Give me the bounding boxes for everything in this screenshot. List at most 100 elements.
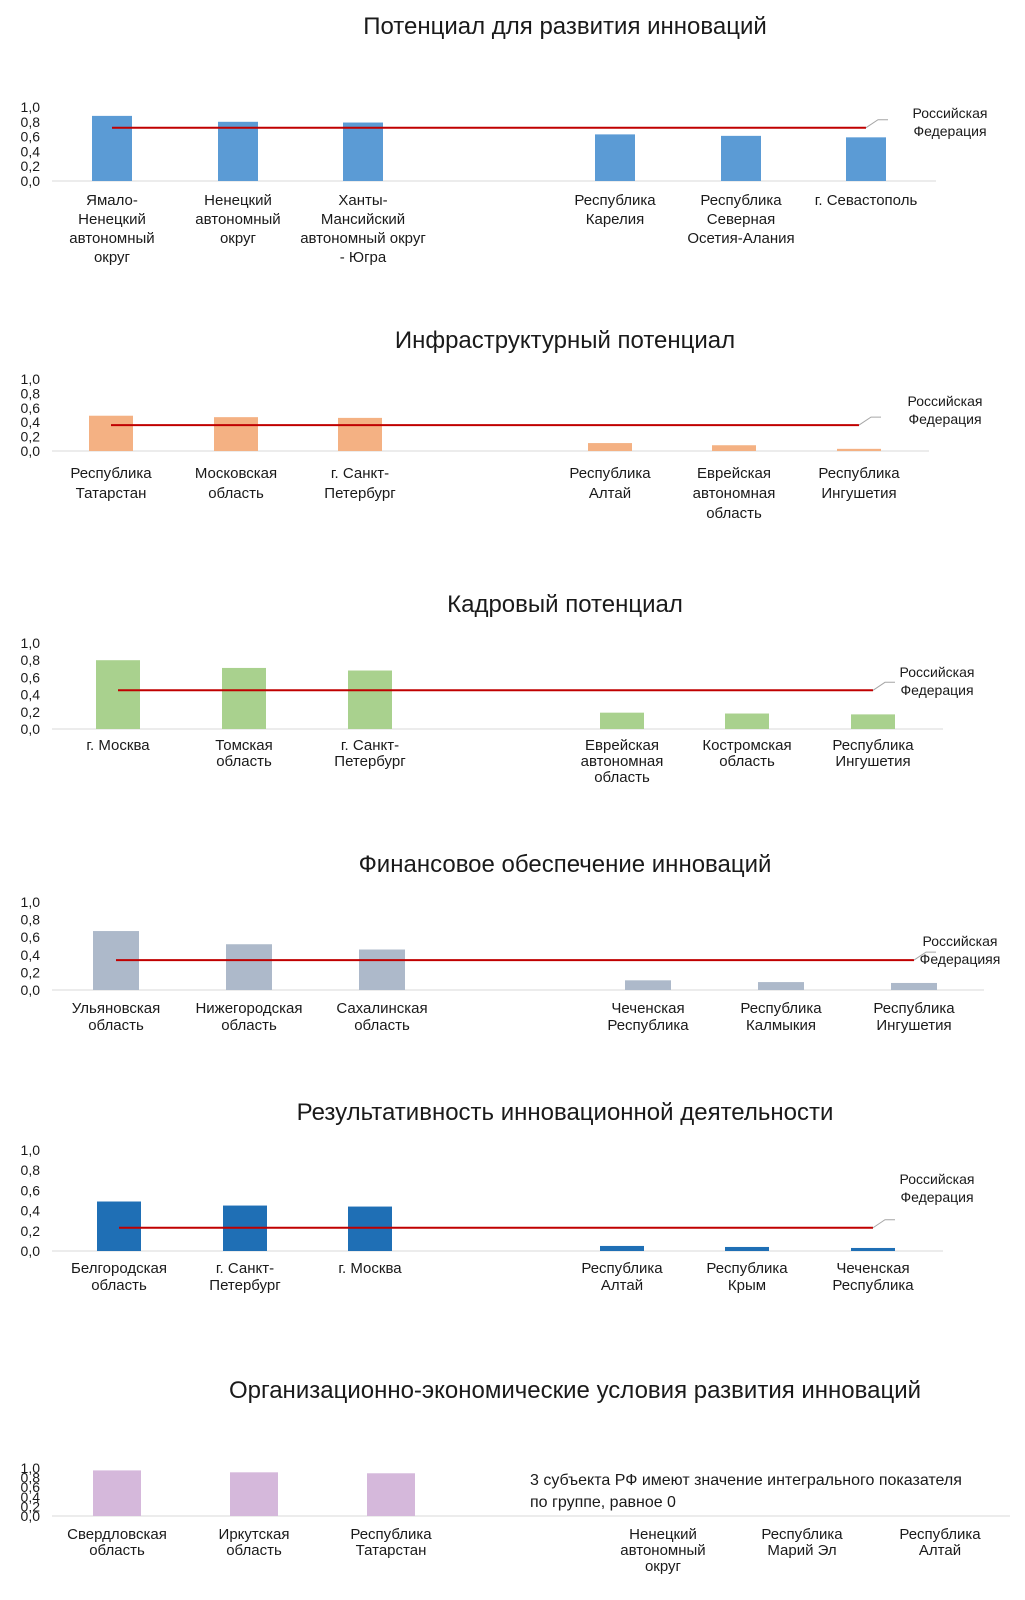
- y-tick-label: 0,6: [21, 1479, 41, 1495]
- category-label-line: Республика: [832, 737, 914, 754]
- category-label: г. Санкт-Петербург: [334, 737, 406, 770]
- bar: [338, 417, 382, 451]
- y-tick-label: 0,8: [21, 385, 41, 401]
- reference-leader-line: [913, 951, 936, 961]
- reference-label: Российская Федерацияя: [920, 933, 1001, 967]
- bar: [851, 1247, 895, 1251]
- category-label: Костромская область: [702, 737, 791, 770]
- reference-label: Российская Федерация: [908, 393, 983, 427]
- bar: [218, 121, 258, 181]
- category-label-line: Чеченская: [836, 1260, 909, 1277]
- y-tick-label: 0,8: [21, 114, 41, 130]
- category-label-line: автономный: [620, 1542, 705, 1559]
- category-label-line: Московская: [195, 465, 277, 482]
- bar: [348, 670, 392, 729]
- category-label: Чеченская Республика: [832, 1260, 914, 1294]
- category-label-line: Ненецкий: [204, 192, 272, 209]
- category-label-line: Республика: [818, 465, 900, 482]
- category-label-line: Осетия-Алания: [687, 230, 794, 247]
- y-tick-label: 0,6: [21, 929, 41, 945]
- category-label-line: Республика: [574, 192, 656, 209]
- category-label-line: Калмыкия: [746, 1017, 816, 1034]
- category-label-line: автономный: [69, 230, 154, 247]
- category-label-line: Сахалинская: [336, 1000, 427, 1017]
- category-label-line: Республика: [899, 1526, 981, 1543]
- category-label: Ненецкий автономный округ: [195, 192, 280, 247]
- chart-title: Кадровый потенциал: [447, 591, 683, 618]
- y-tick-label: 0,4: [21, 947, 41, 963]
- category-label-line: округ: [645, 1558, 682, 1575]
- category-label: Томская область: [215, 737, 273, 770]
- bar: [595, 134, 635, 181]
- y-tick-label: 0,0: [21, 1243, 41, 1259]
- category-label-line: Алтай: [919, 1542, 961, 1559]
- y-tick-label: 0,2: [21, 158, 41, 174]
- category-label-line: г. Москва: [338, 1260, 402, 1277]
- category-label-line: Татарстан: [356, 1542, 427, 1559]
- y-tick-label: 0,4: [21, 1489, 41, 1505]
- bar: [348, 1206, 392, 1251]
- bar: [851, 714, 895, 729]
- y-tick-label: 0,6: [21, 669, 41, 685]
- category-label-line: г. Севастополь: [815, 192, 918, 209]
- category-label-line: область: [221, 1017, 277, 1034]
- reference-label: Российская Федерация: [913, 105, 988, 139]
- category-label-line: автономная: [581, 753, 664, 770]
- category-label-line: область: [226, 1542, 282, 1559]
- chart-2: Инфраструктурный потенциал1,00,80,60,40,…: [21, 327, 983, 522]
- category-label: Республика Алтай: [581, 1260, 663, 1294]
- category-label-line: Республика: [700, 192, 782, 209]
- bar: [721, 135, 761, 181]
- category-label-line: Ингушетия: [835, 753, 910, 770]
- category-label-line: Чеченская: [611, 1000, 684, 1017]
- reference-label: Российская Федерация: [900, 664, 975, 698]
- annotation-note-line: по группе, равное 0: [530, 1494, 676, 1511]
- bar: [226, 944, 272, 990]
- bar: [93, 1470, 141, 1516]
- category-label-line: область: [91, 1277, 147, 1294]
- bar: [625, 980, 671, 990]
- y-tick-label: 0,4: [21, 143, 41, 159]
- category-label-line: Ямало-: [86, 192, 138, 209]
- category-label: Нижегородская область: [195, 1000, 302, 1034]
- y-tick-label: 0,8: [21, 1162, 41, 1178]
- category-label-line: Ульяновская: [72, 1000, 161, 1017]
- category-label: г. Санкт-Петербург: [209, 1260, 281, 1294]
- bar: [214, 417, 258, 451]
- y-tick-label: 1,0: [21, 1142, 41, 1158]
- y-tick-label: 0,2: [21, 964, 41, 980]
- category-label-line: г. Санкт-: [216, 1260, 274, 1277]
- category-label: Республика Ингушетия: [832, 737, 914, 770]
- category-label-line: округ: [94, 249, 131, 266]
- category-label-line: область: [216, 753, 272, 770]
- reference-label-line: Федерация: [913, 123, 986, 139]
- y-tick-label: 0,0: [21, 1508, 41, 1524]
- bar: [837, 448, 881, 451]
- bar: [712, 445, 756, 451]
- y-tick-label: 0,2: [21, 1498, 41, 1514]
- category-label-line: Алтай: [589, 485, 631, 502]
- reference-leader-line: [865, 119, 888, 129]
- reference-label-line: Федерация: [900, 682, 973, 698]
- reference-label-line: Российская: [908, 393, 983, 409]
- category-label-line: Еврейская: [585, 737, 659, 754]
- bar: [343, 122, 383, 181]
- category-label-line: Республика: [740, 1000, 822, 1017]
- category-label-line: г. Москва: [86, 737, 150, 754]
- category-label-line: Петербург: [324, 485, 396, 502]
- category-label-line: Республика: [70, 465, 152, 482]
- category-label-line: Ханты-: [338, 192, 387, 209]
- y-tick-label: 0,4: [21, 414, 41, 430]
- category-label-line: автономный округ: [300, 230, 426, 247]
- y-tick-label: 1,0: [21, 894, 41, 910]
- category-label: Республика Карелия: [574, 192, 656, 228]
- category-label: Республика Крым: [706, 1260, 788, 1294]
- category-label-line: Алтай: [601, 1277, 643, 1294]
- category-label-line: Карелия: [586, 211, 645, 228]
- category-label: Ненецкий автономный округ: [620, 1526, 705, 1575]
- category-label-line: Республика: [350, 1526, 432, 1543]
- category-label-line: область: [706, 505, 762, 522]
- chart-title: Результативность инновационной деятельно…: [297, 1099, 834, 1126]
- chart-3: Кадровый потенциал 1,00,80,6 0,40,20,0 г. М…: [21, 591, 975, 786]
